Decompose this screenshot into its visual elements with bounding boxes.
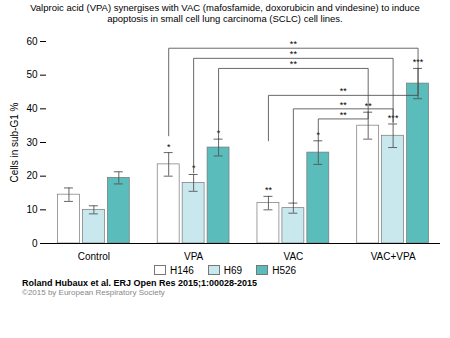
html-text:©2015 by European Respiratory: ©2015 by European Respiratory Society xyxy=(22,287,165,297)
svg-text:*: * xyxy=(167,141,171,151)
html-text:Valproic acid (VPA) synergises: Valproic acid (VPA) synergises with VAC … xyxy=(30,2,420,25)
svg-text:**: ** xyxy=(340,86,348,96)
svg-text:**: ** xyxy=(290,39,298,49)
svg-text:40: 40 xyxy=(26,103,38,114)
svg-text:0: 0 xyxy=(32,237,38,248)
svg-text:**: ** xyxy=(340,100,348,110)
svg-text:50: 50 xyxy=(26,69,38,80)
html-text:Roland Hubaux et al. ERJ Open: Roland Hubaux et al. ERJ Open Res 2015;1… xyxy=(22,277,258,288)
svg-text:VAC: VAC xyxy=(283,250,303,261)
svg-text:**: ** xyxy=(265,185,273,195)
html-text:H526: H526 xyxy=(272,264,297,276)
svg-text:20: 20 xyxy=(26,170,38,181)
svg-text:**: ** xyxy=(290,49,298,59)
svg-text:VAC+VPA: VAC+VPA xyxy=(371,250,416,261)
svg-text:30: 30 xyxy=(26,136,38,147)
svg-text:10: 10 xyxy=(26,204,38,215)
svg-text:60: 60 xyxy=(26,35,38,46)
svg-text:Control: Control xyxy=(78,250,110,261)
svg-text:**: ** xyxy=(290,59,298,69)
svg-text:VPA: VPA xyxy=(184,250,204,261)
html-text:H146: H146 xyxy=(169,264,194,276)
svg-text:Cells in sub-G1 %: Cells in sub-G1 % xyxy=(9,102,20,182)
svg-text:**: ** xyxy=(340,110,348,120)
html-text:H69: H69 xyxy=(223,264,243,276)
